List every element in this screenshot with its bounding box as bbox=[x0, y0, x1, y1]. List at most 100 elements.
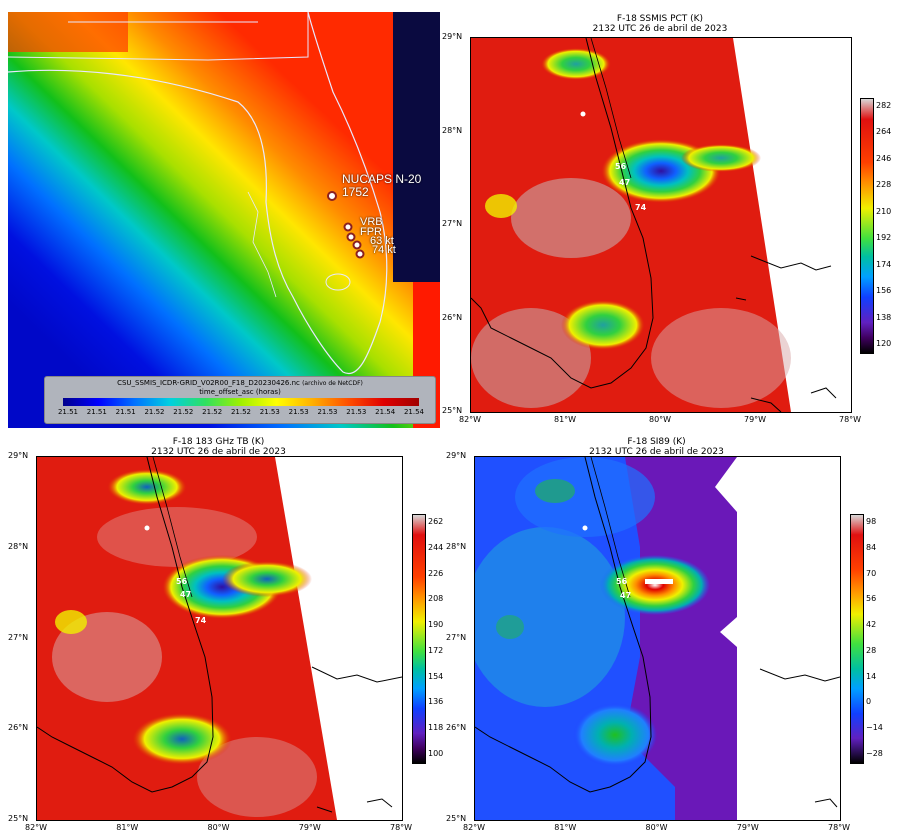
time-offset-panel: NUCAPS N-20 1752 VRB FPR 63 kt 74 kt CSU… bbox=[8, 12, 440, 428]
colorbar-tick-label: 21.53 bbox=[259, 408, 280, 416]
colorbar-tick-label: 21.52 bbox=[173, 408, 194, 416]
tb183-map-frame: 56 47 74 bbox=[36, 456, 403, 821]
lat-tick-label: 27°N bbox=[446, 632, 467, 642]
colorbar-tick-label: 226 bbox=[428, 568, 444, 578]
lat-tick-label: 25°N bbox=[8, 814, 29, 823]
lat-tick-label: 29°N bbox=[446, 451, 467, 460]
colorbar-tick-label: 172 bbox=[428, 645, 444, 655]
colorbar-tick-label: 21.51 bbox=[57, 408, 79, 416]
lon-tick-label: 81°W bbox=[554, 823, 577, 832]
nucaps-label: NUCAPS N-20 bbox=[342, 172, 422, 186]
colorbar-tick-label: 120 bbox=[876, 339, 892, 348]
colorbar-tick-label: 264 bbox=[876, 127, 892, 137]
colorbar-tick-label: 21.52 bbox=[144, 408, 165, 416]
pct-map-frame: 56 47 74 bbox=[470, 37, 852, 413]
colorbar-tick-label: 282 bbox=[876, 101, 892, 110]
time-offset-colorbar-box: CSU_SSMIS_ICDR-GRID_V02R00_F18_D20230426… bbox=[44, 376, 436, 424]
lon-tick-label: 79°W bbox=[298, 823, 321, 832]
colorbar-tick-label: 98 bbox=[866, 517, 877, 526]
lat-tick-label: 25°N bbox=[446, 814, 467, 823]
colorbar-tick-label: −14 bbox=[866, 723, 883, 733]
si89-map-frame: 56 47 bbox=[474, 456, 841, 821]
lon-tick-label: 80°W bbox=[645, 823, 668, 832]
colorbar-tick-label: 208 bbox=[428, 594, 444, 604]
lon-tick-label: 82°W bbox=[25, 823, 48, 832]
lat-tick-label: 28°N bbox=[8, 541, 29, 551]
time-offset-colorbar bbox=[63, 398, 419, 406]
pct-map bbox=[471, 38, 837, 412]
colorbar-tick-label: 228 bbox=[876, 180, 892, 190]
lon-tick-label: 78°W bbox=[839, 415, 862, 424]
lat-tick-label: 29°N bbox=[442, 32, 463, 41]
colorbar-tick-label: 154 bbox=[428, 671, 444, 681]
time-offset-map bbox=[8, 12, 440, 428]
lon-tick-label: 79°W bbox=[744, 415, 767, 424]
colorbar-tick-label: 192 bbox=[876, 233, 892, 243]
colorbar-tick-label: −28 bbox=[866, 749, 883, 758]
lon-tick-label: 82°W bbox=[463, 823, 486, 832]
lat-tick-label: 28°N bbox=[442, 125, 463, 135]
lat-tick-label: 25°N bbox=[442, 406, 463, 415]
tb183-label-47: 47 bbox=[180, 590, 192, 599]
lon-tick-label: 82°W bbox=[459, 415, 482, 424]
colorbar-tick-label: 21.52 bbox=[230, 408, 252, 416]
lat-tick-label: 29°N bbox=[8, 451, 29, 460]
colorbar-tick-label: 21.53 bbox=[346, 408, 367, 416]
colorbar-tick-label: 262 bbox=[428, 517, 444, 526]
colorbar-tick-label: 84 bbox=[866, 542, 877, 552]
colorbar-tick-label: 21.53 bbox=[288, 408, 309, 416]
si89-label-56: 56 bbox=[616, 577, 628, 586]
colorbar-tick-label: 56 bbox=[866, 594, 877, 604]
colorbar-tick-label: 14 bbox=[866, 671, 877, 681]
colorbar-tick-label: 118 bbox=[428, 723, 444, 733]
colorbar-tick-label: 0 bbox=[866, 697, 872, 707]
fpr-label: FPR bbox=[360, 226, 382, 238]
lon-tick-label: 78°W bbox=[828, 823, 851, 832]
si89-colorbar-ticks: 98 84 70 56 42 28 14 0 −14 −28 bbox=[866, 514, 896, 762]
colorbar-tick-label: 21.51 bbox=[115, 408, 136, 416]
colorbar-tick-label: 21.52 bbox=[202, 408, 223, 416]
colorbar-tick-label: 42 bbox=[866, 620, 877, 630]
si89-map bbox=[475, 457, 840, 820]
lon-tick-label: 81°W bbox=[116, 823, 139, 832]
tb183-colorbar-ticks: 262 244 226 208 190 172 154 136 118 100 bbox=[428, 514, 454, 762]
pct-panel-title: F-18 SSMIS PCT (K) 2132 UTC 26 de abril … bbox=[592, 14, 728, 34]
colorbar-tick-label: 21.54 bbox=[375, 408, 396, 416]
lon-tick-label: 80°W bbox=[649, 415, 672, 424]
lon-tick-label: 79°W bbox=[736, 823, 759, 832]
colorbar-tick-labels: 21.51 21.51 21.51 21.52 21.52 21.52 21.52 21.53… bbox=[55, 408, 427, 420]
colorbar-tick-label: 174 bbox=[876, 259, 892, 269]
lat-tick-label: 26°N bbox=[446, 723, 467, 733]
colorbar-tick-label: 28 bbox=[866, 645, 877, 655]
colorbar-tick-label: 138 bbox=[876, 312, 892, 322]
tb183-panel-title: F-18 183 GHz TB (K) 2132 UTC 26 de abril… bbox=[151, 437, 286, 457]
colorbar-tick-label: 21.53 bbox=[317, 408, 338, 416]
lat-tick-label: 28°N bbox=[446, 541, 467, 551]
colorbar-tick-label: 210 bbox=[876, 206, 892, 216]
lat-tick-label: 26°N bbox=[8, 723, 29, 733]
intensity-74-label: 74 kt bbox=[372, 244, 396, 256]
colorbar-tick-label: 244 bbox=[428, 542, 444, 552]
tb183-label-56: 56 bbox=[176, 577, 188, 586]
lon-tick-label: 80°W bbox=[207, 823, 230, 832]
colorbar-tick-label: 21.51 bbox=[86, 408, 107, 416]
intensity-63-label: 63 kt bbox=[370, 235, 394, 247]
lat-tick-label: 26°N bbox=[442, 312, 463, 322]
colorbar-title: CSU_SSMIS_ICDR-GRID_V02R00_F18_D20230426… bbox=[117, 379, 363, 387]
si89-colorbar bbox=[850, 514, 864, 764]
colorbar-tick-label: 246 bbox=[876, 153, 892, 163]
tb183-label-74: 74 bbox=[195, 616, 207, 625]
nucaps-time-label: 1752 bbox=[342, 185, 369, 199]
colorbar-tick-label: 190 bbox=[428, 620, 444, 630]
pct-colorbar-ticks: 282 264 246 228 210 192 174 156 138 120 bbox=[876, 98, 902, 352]
pct-colorbar bbox=[860, 98, 874, 354]
pct-label-56: 56 bbox=[615, 162, 627, 171]
lat-tick-label: 27°N bbox=[8, 632, 29, 642]
tb183-colorbar bbox=[412, 514, 426, 764]
pct-label-47: 47 bbox=[619, 178, 631, 187]
colorbar-tick-label: 136 bbox=[428, 697, 444, 707]
vrb-label: VRB bbox=[360, 216, 383, 228]
si89-panel-title: F-18 SI89 (K) 2132 UTC 26 de abril de 20… bbox=[589, 437, 724, 457]
lon-tick-label: 78°W bbox=[390, 823, 413, 832]
colorbar-variable: time_offset_asc (horas) bbox=[199, 388, 281, 396]
